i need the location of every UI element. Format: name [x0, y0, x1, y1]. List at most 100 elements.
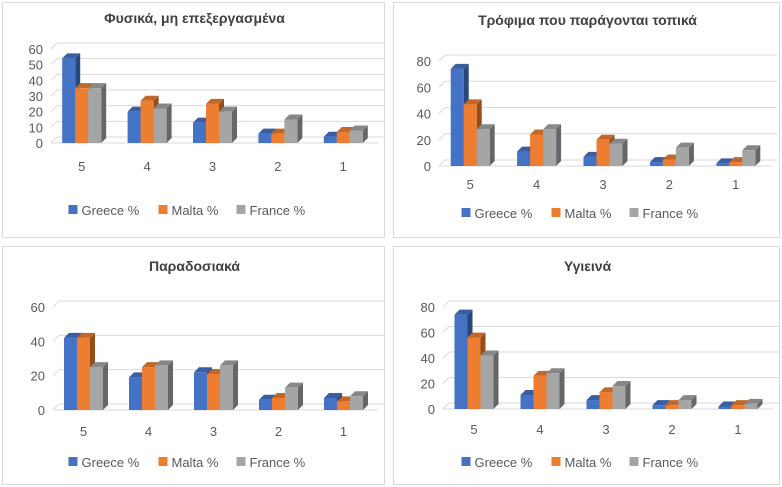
- chart-0-bar-top: [140, 95, 159, 101]
- chart-2-bar-front: [90, 367, 103, 410]
- chart-2-legend-swatch: [68, 457, 78, 466]
- chart-0-y-tick-label: 20: [29, 105, 43, 120]
- chart-2-bar-top: [350, 391, 368, 397]
- chart-2-y-tick-label: 60: [31, 300, 45, 315]
- chart-0-bar-top: [62, 53, 81, 59]
- chart-3-bar-front: [652, 405, 666, 409]
- chart-0-bar-side: [232, 106, 237, 143]
- chart-1-gridline-depth: [438, 133, 446, 141]
- chart-0-bar-front: [62, 58, 76, 143]
- chart-1-y-tick-label: 40: [417, 107, 431, 122]
- chart-1-bar-front: [742, 150, 756, 166]
- chart-2-bar-front: [337, 401, 350, 410]
- chart-1-bar-top: [463, 99, 482, 105]
- chart-0-bar-front: [75, 88, 89, 143]
- chart-1-bar-side: [688, 142, 694, 166]
- chart-2-bar-front: [155, 365, 168, 410]
- chart-2-bar-front: [129, 377, 142, 410]
- chart-3-legend-swatch: [629, 457, 639, 466]
- chart-2-bar-side: [233, 360, 238, 410]
- chart-0-legend-item-malta: Malta %: [158, 203, 219, 218]
- chart-0-x-category-label: 2: [274, 159, 281, 174]
- chart-0-bar-top: [284, 114, 303, 120]
- chart-0-legend-label: Greece %: [82, 203, 140, 218]
- chart-1-y-tick-label: 60: [417, 80, 431, 95]
- chart-0-bar-france-cat-4: [153, 103, 172, 143]
- chart-3-bar-france-cat-4: [546, 368, 565, 409]
- chart-0-bar-side: [101, 83, 107, 143]
- chart-3-x-category-label: 1: [734, 422, 741, 437]
- chart-1-bar-top: [675, 142, 694, 148]
- chart-2-bar-front: [259, 399, 272, 410]
- chart-3-bar-top: [454, 309, 473, 315]
- chart-1-bar-front: [517, 151, 531, 166]
- chart-healthy: Υγιεινά 0 20 40 60 80 5 4 3 2 1 Greece % Malta % Fran…: [421, 258, 779, 470]
- chart-3-bar-front: [718, 406, 732, 409]
- chart-3-bar-side: [691, 395, 697, 409]
- chart-2-legend-label: France %: [250, 455, 306, 470]
- chart-2-gridline-depth: [52, 300, 60, 308]
- chart-1-bar-front: [530, 134, 544, 166]
- chart-1-bar-front: [716, 163, 730, 166]
- chart-2-x-category-label: 5: [80, 424, 87, 439]
- chart-2-bar-front: [350, 396, 363, 410]
- chart-0-bar-front: [153, 108, 167, 143]
- chart-1-bar-front: [463, 104, 477, 166]
- chart-3-gridline-depth: [442, 326, 450, 333]
- chart-panel-local: Τρόφιμα που παράγονται τοπικά 0 20 40 60 80 5 4…: [393, 2, 780, 238]
- chart-0-x-category-label: 5: [78, 159, 85, 174]
- chart-3-gridline-depth: [442, 300, 450, 308]
- chart-1-bar-front: [675, 147, 689, 166]
- chart-2-bar-france-cat-2: [285, 382, 303, 410]
- chart-3-legend-item-france: France %: [629, 455, 699, 470]
- chart-3-bar-france-cat-5: [480, 350, 499, 409]
- chart-traditional: Παραδοσιακά 0 20 40 60 5 4 3 2 1 Greece % Malta % Fr…: [31, 258, 384, 470]
- chart-3-y-tick-label: 80: [421, 300, 435, 315]
- chart-1-bar-top: [596, 134, 615, 140]
- chart-0-legend-item-france: France %: [236, 203, 306, 218]
- chart-0-bar-top: [349, 125, 368, 131]
- chart-1-bar-front: [729, 162, 743, 166]
- chart-0-bar-front: [258, 133, 272, 143]
- chart-1-bar-top: [450, 63, 469, 69]
- chart-3-legend-item-malta: Malta %: [551, 455, 612, 470]
- chart-2-legend-item-greece: Greece %: [68, 455, 140, 470]
- chart-0-bar-front: [323, 136, 337, 143]
- chart-1-x-category-label: 2: [666, 177, 673, 192]
- chart-2-bar-france-cat-3: [220, 360, 238, 410]
- chart-2-legend-label: Greece %: [82, 455, 140, 470]
- chart-3-gridline-depth: [442, 377, 450, 384]
- chart-2-bar-front: [272, 397, 285, 410]
- chart-3-y-tick-label: 20: [421, 377, 435, 392]
- chart-1-bar-france-cat-1: [742, 145, 761, 166]
- chart-3-bar-top: [480, 350, 499, 356]
- chart-0-gridline-depth: [50, 105, 58, 113]
- chart-3-bar-france-cat-3: [612, 381, 631, 409]
- chart-2-bar-top: [194, 367, 212, 373]
- chart-2-legend-item-malta: Malta %: [158, 455, 219, 470]
- chart-1-bar-front: [543, 129, 557, 166]
- chart-1-title: Τρόφιμα που παράγονται τοπικά: [478, 12, 697, 28]
- chart-3-bar-france-cat-1: [744, 398, 763, 409]
- chart-0-bar-front: [219, 111, 232, 143]
- chart-1-gridline-depth: [438, 54, 446, 62]
- chart-0-legend-swatch: [68, 205, 78, 214]
- chart-0-bar-france-cat-2: [284, 114, 303, 143]
- chart-2-bar-front: [194, 372, 207, 410]
- chart-0-bar-greece-cat-5: [62, 53, 81, 143]
- chart-2-y-tick-label: 20: [31, 369, 45, 384]
- chart-1-gridline-depth: [438, 159, 446, 167]
- chart-3-bar-side: [625, 381, 631, 409]
- chart-3-x-category-label: 2: [668, 422, 675, 437]
- chart-0-bar-front: [206, 103, 219, 143]
- chart-1-legend-item-malta: Malta %: [551, 206, 612, 221]
- chart-0-bar-front: [336, 132, 350, 143]
- chart-2-x-category-label: 1: [340, 424, 347, 439]
- chart-1-bar-side: [556, 124, 562, 166]
- chart-3-gridline-depth: [442, 351, 450, 359]
- chart-3-legend-label: Malta %: [565, 455, 612, 470]
- chart-3-bar-front: [546, 373, 560, 409]
- chart-1-legend-item-greece: Greece %: [461, 206, 533, 221]
- chart-1-bar-front: [583, 156, 597, 166]
